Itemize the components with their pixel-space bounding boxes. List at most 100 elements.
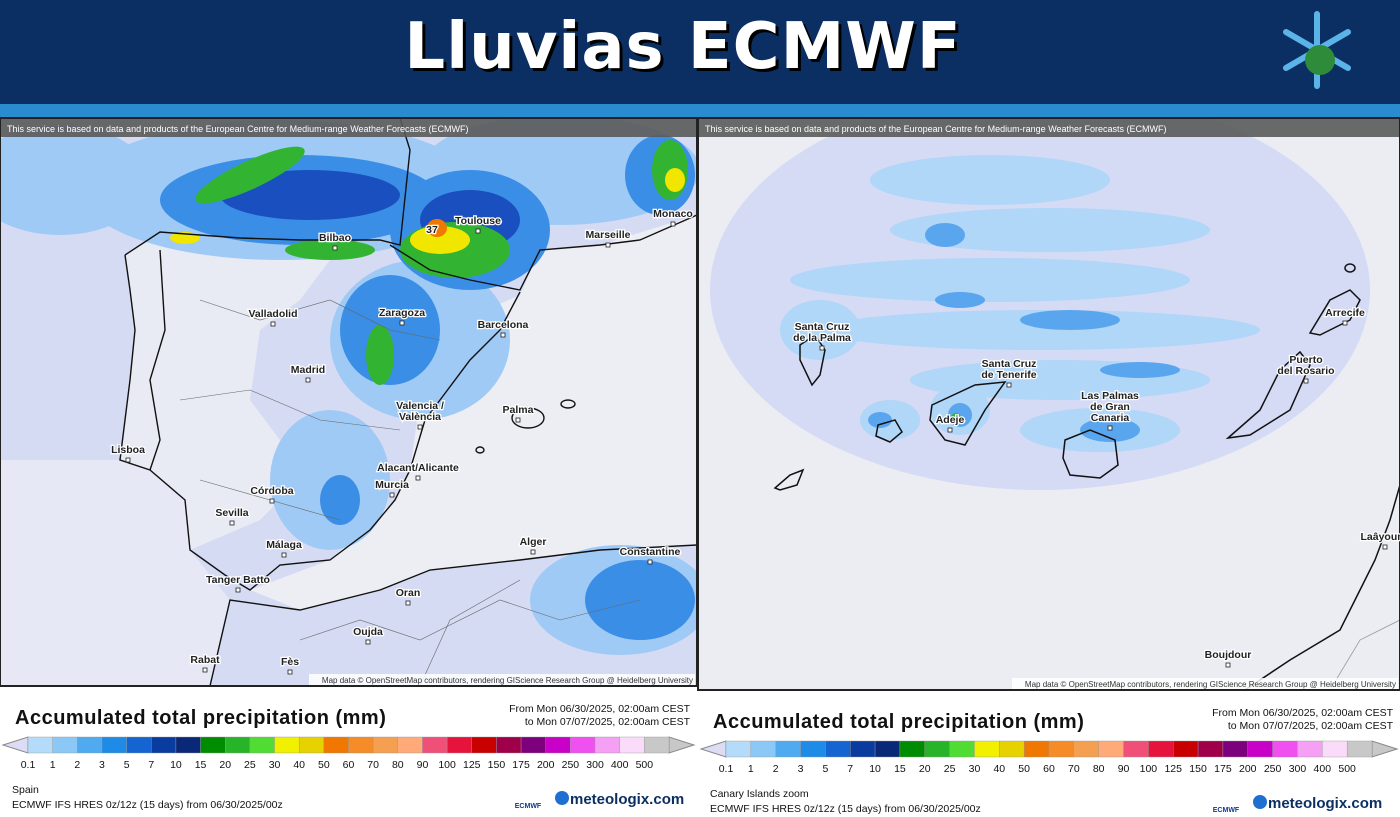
- legend-swatch: [1023, 740, 1050, 758]
- place-dot: [125, 457, 131, 463]
- legend-swatch: [800, 740, 826, 758]
- legend-swatch: [1322, 740, 1348, 758]
- legend-swatch: [1123, 740, 1149, 758]
- legend-tick: 2: [773, 763, 779, 775]
- place-label: Córdoba: [250, 485, 293, 497]
- legend-swatch: [1073, 740, 1099, 758]
- legend-swatch: [175, 736, 201, 754]
- place-label: de Tenerife: [981, 369, 1036, 381]
- legend-tick: 7: [847, 763, 853, 775]
- region: Canary Islands zoom: [710, 788, 809, 800]
- region: Spain: [12, 784, 39, 796]
- legend-swatch: [949, 740, 975, 758]
- attribution-bar: [1, 119, 696, 137]
- place-dot: [332, 245, 338, 251]
- site-icon: [1253, 795, 1267, 809]
- place-label: de Gran: [1090, 401, 1130, 413]
- legend-swatch: [200, 736, 226, 754]
- place-dot: [605, 242, 611, 248]
- legend-swatch: [1247, 740, 1273, 758]
- legend-swatch: [397, 736, 423, 754]
- place-label: Constantine: [620, 546, 681, 558]
- legend-swatch: [874, 740, 901, 758]
- legend-swatch: [1272, 740, 1298, 758]
- legend-tick: 2: [74, 759, 80, 771]
- place-dot: [202, 667, 208, 673]
- legend-swatch: [1173, 740, 1199, 758]
- legend-tick: 80: [1093, 763, 1105, 775]
- logo: [1283, 11, 1351, 89]
- legend-tick: 15: [894, 763, 906, 775]
- attribution: This service is based on data and produc…: [705, 124, 1167, 134]
- legend-swatch: [1048, 740, 1075, 758]
- place-dot: [365, 639, 371, 645]
- period: From Mon 06/30/2025, 02:00am CEST: [509, 703, 691, 715]
- legend-swatch: [225, 736, 251, 754]
- attribution-bar: [699, 119, 1399, 137]
- attribution: This service is based on data and produc…: [7, 124, 469, 134]
- legend-tick: 125: [463, 759, 481, 771]
- legend-swatch: [77, 736, 103, 754]
- legend-tick: 40: [993, 763, 1005, 775]
- legend-tick: 50: [1018, 763, 1030, 775]
- place-label: Alacant/Alicante: [377, 462, 459, 474]
- legend-title: Accumulated total precipitation (mm): [15, 707, 386, 729]
- place-label: de la Palma: [793, 332, 851, 344]
- legend-tick: 0.1: [21, 759, 36, 771]
- legend-tick: 500: [636, 759, 654, 771]
- legend-arrow: [668, 736, 696, 754]
- legend-swatch: [348, 736, 374, 754]
- place-label: Monaco: [653, 208, 693, 220]
- legend-tick: 20: [919, 763, 931, 775]
- place-dot: [287, 669, 293, 675]
- legend-tick: 60: [1043, 763, 1055, 775]
- place-label: Alger: [520, 536, 547, 548]
- place-dot: [389, 492, 395, 498]
- legend-tick: 100: [1140, 763, 1158, 775]
- legend-tick: 400: [1314, 763, 1332, 775]
- legend-swatch: [298, 736, 325, 754]
- legend-swatch: [446, 736, 472, 754]
- place-label: Málaga: [266, 539, 302, 551]
- legend-swatch: [899, 740, 925, 758]
- legend-swatch: [151, 736, 177, 754]
- legend-swatch: [1098, 740, 1124, 758]
- legend-tick: 70: [1068, 763, 1080, 775]
- legend-tick: 250: [1264, 763, 1282, 775]
- legend-swatch: [974, 740, 1000, 758]
- peak-value: 37: [426, 224, 438, 236]
- legend-swatch: [850, 740, 876, 758]
- legend-tick: 30: [969, 763, 981, 775]
- legend-tick: 400: [611, 759, 629, 771]
- place-dot: [1225, 662, 1231, 668]
- legend-tick: 10: [170, 759, 182, 771]
- legend-swatch: [570, 736, 596, 754]
- legend-tick: 300: [586, 759, 604, 771]
- place-dot: [500, 332, 506, 338]
- place-label: Sevilla: [215, 507, 248, 519]
- map-credit-bar: [1012, 678, 1398, 689]
- period: From Mon 06/30/2025, 02:00am CEST: [1212, 707, 1394, 719]
- period: to Mon 07/07/2025, 02:00am CEST: [525, 716, 691, 728]
- place-label: Madrid: [291, 364, 325, 376]
- place-label: Barcelona: [478, 319, 529, 331]
- place-dot: [670, 221, 676, 227]
- legend-tick: 100: [438, 759, 456, 771]
- legend-tick: 5: [124, 759, 130, 771]
- place-label: Murcia: [375, 479, 409, 491]
- place-dot: [235, 587, 241, 593]
- legend-tick: 70: [367, 759, 379, 771]
- legend-swatch: [126, 736, 152, 754]
- legend-swatch: [1297, 740, 1323, 758]
- legend-swatch: [372, 736, 399, 754]
- legend-tick: 175: [1214, 763, 1232, 775]
- map-credit: Map data © OpenStreetMap contributors, r…: [322, 676, 693, 685]
- place-dot: [1303, 378, 1309, 384]
- place-dot: [229, 520, 235, 526]
- place-label: Palma: [503, 404, 534, 416]
- place-dot: [530, 549, 536, 555]
- legend-swatch: [496, 736, 522, 754]
- legend-tick: 60: [343, 759, 355, 771]
- place-label: Boujdour: [1205, 649, 1252, 661]
